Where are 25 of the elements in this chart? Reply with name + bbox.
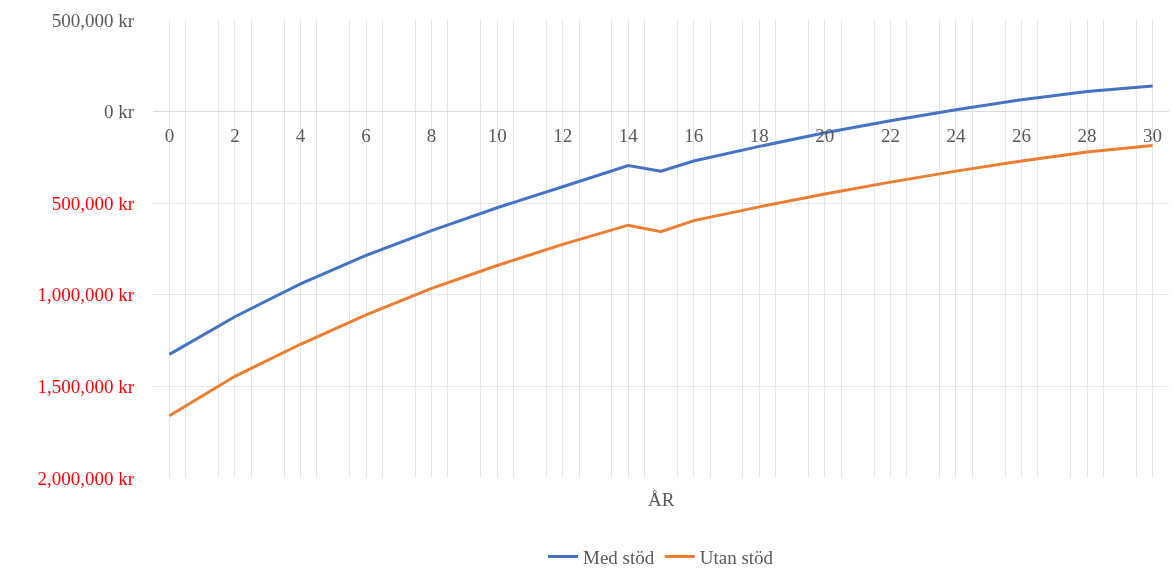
x-tick-label: 14 [618, 124, 639, 146]
x-tick-label: 12 [553, 124, 573, 146]
legend-label: Med stöd [583, 546, 655, 568]
x-tick-label: 30 [1143, 124, 1163, 146]
x-tick-label: 28 [1077, 124, 1097, 146]
y-tick-label: 2,000,000 kr [37, 467, 135, 489]
line-series [167, 143, 1155, 418]
x-tick-label: 16 [684, 124, 704, 146]
x-tick-label: 6 [361, 124, 371, 146]
x-tick-label: 22 [880, 124, 900, 146]
y-tick-label: 500,000 kr [51, 9, 135, 31]
x-tick-label: 24 [946, 124, 966, 146]
x-axis-title: ÅR [648, 489, 675, 510]
x-tick-label: 10 [487, 124, 507, 146]
y-tick-label: 0 kr [103, 101, 135, 123]
y-tick-label: 1,500,000 kr [37, 376, 135, 398]
x-tick-label: 26 [1012, 124, 1032, 146]
legend-label: Utan stöd [699, 546, 774, 568]
x-tick-label: 2 [230, 124, 240, 146]
x-tick-label: 4 [295, 124, 306, 146]
y-tick-label: 500,000 kr [51, 192, 135, 214]
x-tick-label: 18 [749, 124, 769, 146]
y-tick-label: 1,000,000 kr [37, 284, 135, 306]
x-tick-label: 0 [164, 124, 175, 146]
x-tick-label: 8 [426, 124, 437, 146]
